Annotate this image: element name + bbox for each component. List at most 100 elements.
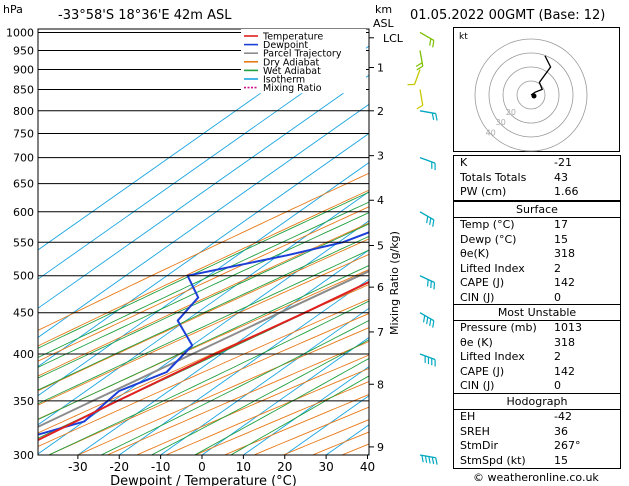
wind-barb-staff [419, 353, 436, 361]
wind-barb-flag [431, 457, 435, 465]
temp-tick-label: 40 [360, 460, 375, 474]
location-title: -33°58'S 18°36'E 42m ASL [58, 8, 232, 23]
isotherm-line [77, 249, 369, 455]
index-row-pw: PW (cm) 1.66 [460, 185, 579, 198]
mu-row: Lifted Index 2 [460, 350, 561, 363]
pressure-tick-label: 1000 [6, 26, 34, 39]
wind-barb-staff [419, 50, 424, 67]
wet-adiabat-line [38, 201, 369, 358]
plot-frame [37, 28, 370, 456]
wind-barb-flag [428, 456, 431, 464]
wind-barb-staff [419, 89, 424, 106]
index-row-totals: Totals Totals 43 [460, 170, 568, 184]
parcel-trajectory-line [38, 269, 369, 428]
dry-adiabat-line [38, 269, 369, 420]
km-tick-label: 3 [377, 150, 384, 163]
temp-tick-label: -10 [151, 460, 171, 474]
hodograph-trace [530, 55, 552, 96]
wind-barb-flag [430, 280, 432, 289]
surface-row: Lifted Index 2 [460, 261, 561, 275]
hodograph-table-title: Hodograph [454, 394, 620, 410]
legend-entry: Isotherm [263, 75, 305, 86]
wind-barb-flag [431, 112, 435, 120]
pressure-tick-label: 750 [13, 127, 34, 140]
hodograph-ring [502, 66, 560, 124]
asl-label: ASL [373, 17, 394, 30]
wind-barb-flag [424, 455, 428, 463]
km-label: km [375, 3, 393, 16]
wind-barb-flag [432, 320, 435, 328]
pressure-tick-label: 300 [13, 449, 34, 462]
pressure-tick-label: 600 [13, 206, 34, 219]
wind-barb-staff [419, 31, 435, 42]
datetime-title: 01.05.2022 00GMT (Base: 12) [410, 8, 606, 23]
km-tick-label: 9 [377, 441, 384, 454]
legend-entry: Temperature [262, 32, 323, 43]
copyright-link[interactable]: © weatheronline.co.uk [473, 471, 599, 484]
wind-barb-staff [419, 312, 435, 322]
pressure-tick-label: 450 [13, 307, 34, 320]
km-tick-label: 1 [377, 62, 384, 75]
wind-barb-flag [432, 219, 435, 227]
wind-barb-flag [429, 318, 432, 326]
hodo-row: EH -42 [460, 410, 572, 423]
hodograph-ring-label: 40 [486, 128, 496, 137]
wind-barb-staff [413, 69, 421, 85]
temp-tick-label: -20 [109, 460, 129, 474]
dry-adiabat-line [38, 172, 369, 331]
temperature-line [38, 280, 369, 442]
isotherm-line [201, 336, 369, 455]
surface-title: Surface [454, 202, 620, 218]
hodo-row: StmDir 267° [460, 439, 581, 452]
wet-adiabat-line [48, 300, 369, 455]
dry-adiabat-line [430, 29, 453, 455]
mu-row: θe (K) 318 [460, 335, 575, 349]
hodo-row: StmSpd (kt) 15 [460, 453, 568, 467]
hodograph-unit-label: kt [459, 32, 468, 42]
wind-barb-staff [419, 211, 435, 221]
wind-barb-staff [419, 157, 436, 164]
legend-box [241, 29, 366, 94]
wind-barb-flag [416, 104, 424, 110]
wind-barb-flag [426, 216, 429, 224]
dry-adiabat-line [48, 313, 369, 455]
wind-barb-flag [433, 282, 436, 290]
hodograph-ring [474, 38, 588, 152]
x-axis-label: Dewpoint / Temperature (°C) [110, 474, 297, 486]
pressure-tick-label: 400 [13, 348, 34, 361]
km-tick-label: 6 [377, 281, 384, 294]
km-tick-label: 8 [377, 378, 384, 391]
surface-panel: Surface Temp (°C) 17 Dewp (°C) 15 θe(K) 318… [453, 201, 621, 306]
indices-panel: K -21 Totals Totals 43 PW (cm) 1.66 [453, 155, 621, 201]
dry-adiabat-line [38, 189, 369, 347]
hodograph-ring-label: 20 [506, 108, 516, 117]
pressure-tick-label: 700 [13, 152, 34, 165]
wet-adiabat-line [38, 212, 369, 368]
dry-adiabat-line [38, 238, 369, 392]
isotherm-line [118, 278, 369, 455]
legend-entry: Dry Adiabat [263, 57, 320, 68]
wind-barb-flag [435, 457, 438, 465]
wind-barb-staff [419, 275, 435, 284]
hodograph-ring [516, 80, 546, 110]
mixing-ratio-axis-label: Mixing Ratio (g/kg) [388, 231, 401, 335]
temp-tick-label: 10 [236, 460, 251, 474]
wind-barb-flag [421, 455, 424, 463]
wind-barb-flag [427, 279, 429, 287]
pressure-tick-label: 350 [13, 395, 34, 408]
dry-adiabat-line [38, 206, 369, 362]
lcl-label: LCL [383, 32, 404, 45]
hpa-label: hPa [3, 3, 23, 16]
wind-barb-flag [432, 40, 435, 48]
wind-barb-flag [429, 217, 432, 226]
isotherm-line [243, 365, 369, 455]
dewpoint-line [38, 231, 369, 436]
most-unstable-title: Most Unstable [454, 305, 620, 321]
mu-row: Pressure (mb) 1013 [460, 321, 582, 334]
dry-adiabat-line [77, 327, 369, 455]
pressure-tick-label: 650 [13, 178, 34, 191]
mu-row: CAPE (J) 142 [460, 364, 575, 378]
temp-tick-label: -30 [68, 460, 88, 474]
